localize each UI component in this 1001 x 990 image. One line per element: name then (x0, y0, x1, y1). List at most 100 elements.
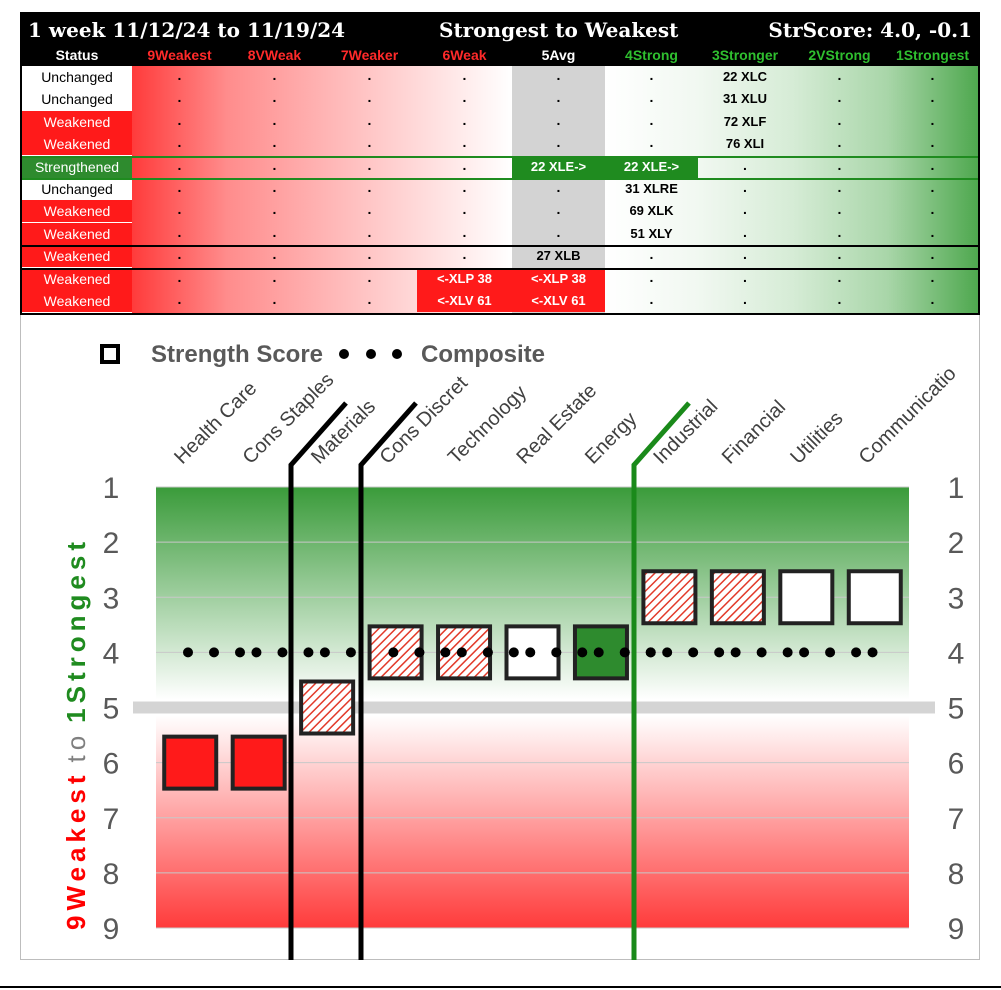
composite-dot (867, 647, 878, 658)
table-cell-empty: . (649, 246, 654, 262)
y-tick-right: 6 (948, 748, 965, 781)
table-cell-empty: . (743, 246, 747, 262)
table-cell-empty: . (367, 246, 372, 262)
table-cell-empty: . (177, 112, 182, 128)
composite-dot (251, 647, 262, 658)
table-cell-empty: . (556, 67, 561, 83)
row-status: Weakened (22, 268, 132, 290)
table-cell-ticker: 22 XLC (722, 69, 768, 84)
table-period-title: 1 week 11/12/24 to 11/19/24 (28, 18, 346, 42)
table-cell-empty: . (367, 179, 372, 195)
page-bottom-rule (0, 986, 1001, 988)
composite-dot (799, 647, 810, 658)
table-cell-empty: . (743, 201, 747, 217)
table-header-2: 8VWeak (247, 47, 302, 63)
table-cell-empty: . (837, 112, 842, 128)
table-cell-ticker: 69 XLK (629, 203, 674, 218)
y-axis-label: 9Weakest to 1Strongest (61, 537, 91, 930)
table-column-bg-6 (605, 66, 698, 313)
table-cell-empty: . (462, 67, 467, 83)
y-tick-left: 1 (103, 472, 120, 505)
composite-dot (209, 647, 219, 658)
table-cell-empty: . (272, 134, 277, 150)
table-cell-empty: . (837, 269, 842, 285)
category-label: Energy (581, 408, 641, 468)
composite-dot (235, 647, 245, 658)
table-cell-ticker: 27 XLB (536, 248, 581, 263)
average-band (133, 701, 935, 714)
table-cell-ticker: 31 XLU (722, 91, 768, 106)
category-label: Financial (718, 396, 790, 468)
table-header-row: Status 9Weakest 8VWeak 7Weaker 6Weak 5Avg 4Str… (22, 45, 978, 66)
table-cell-empty: . (367, 269, 372, 285)
table-cell-empty: . (930, 291, 935, 307)
table-cell-empty: . (743, 224, 747, 240)
table-cell-empty: . (649, 291, 654, 307)
table-cell-empty: . (930, 89, 935, 105)
table-column-bg-1 (132, 66, 227, 313)
table-cell-empty: . (556, 179, 561, 195)
table-header-6: 4Strong (625, 47, 678, 63)
composite-dot (730, 647, 741, 658)
table-column-bg-2 (227, 66, 322, 313)
table-cell-ticker: 51 XLY (630, 226, 673, 241)
composite-dot (183, 647, 193, 658)
table-column-bg-9 (887, 66, 978, 313)
table-cell-ticker: 76 XLI (725, 136, 765, 151)
table-group-divider (22, 178, 978, 180)
table-cell-ticker: <-XLP 38 (512, 268, 605, 290)
table-header-5: 5Avg (541, 47, 576, 63)
table-cell-empty: . (462, 89, 467, 105)
y-tick-left: 8 (103, 858, 120, 891)
table-group-divider (22, 245, 978, 247)
table-cell-empty: . (837, 201, 842, 217)
table-cell-empty: . (930, 246, 935, 262)
table-header-1: 9Weakest (147, 47, 212, 63)
table-cell-empty: . (367, 89, 372, 105)
table-cell-empty: . (649, 67, 654, 83)
table-cell-empty: . (177, 179, 182, 195)
table-header-3: 7Weaker (340, 47, 399, 63)
y-tick-right: 9 (948, 913, 965, 946)
y-label-strongest: 1Strongest (61, 537, 91, 723)
table-cell-empty: . (930, 201, 935, 217)
y-tick-right: 5 (948, 693, 965, 726)
row-status: Weakened (22, 223, 132, 245)
table-cell-empty: . (743, 291, 747, 307)
table-cell-empty: . (177, 246, 182, 262)
strength-square (641, 569, 698, 626)
strength-square (162, 734, 219, 791)
composite-dot-overlay (508, 647, 519, 658)
table-cell-empty: . (367, 157, 372, 173)
table-cell-empty: . (837, 134, 842, 150)
y-tick-right: 3 (948, 582, 965, 615)
table-sort-title: Strongest to Weakest (439, 18, 679, 42)
table-cell-empty: . (272, 157, 277, 173)
y-label-weakest: 9Weakest (61, 771, 91, 931)
legend-strength-label: Strength Score (151, 341, 323, 368)
table-column-bg-3 (322, 66, 417, 313)
table-cell-empty: . (272, 201, 277, 217)
table-cell-empty: . (367, 67, 372, 83)
table-cell-ticker: <-XLV 61 (512, 290, 605, 312)
table-group-divider (22, 156, 978, 158)
strength-square (230, 734, 287, 791)
strength-square (299, 679, 356, 736)
table-header-9: 1Strongest (895, 47, 970, 63)
table-cell-empty: . (930, 67, 935, 83)
y-tick-right: 1 (948, 472, 965, 505)
table-cell-empty: . (462, 201, 467, 217)
table-cell-empty: . (177, 134, 182, 150)
table-cell-empty: . (272, 179, 277, 195)
y-tick-right: 2 (948, 527, 965, 560)
table-cell-empty: . (930, 157, 935, 173)
table-cell-ticker: 22 XLE-> (605, 156, 698, 178)
table-cell-empty: . (272, 112, 277, 128)
table-cell-empty: . (272, 89, 277, 105)
composite-dot-overlay (525, 647, 536, 658)
table-cell-ticker: <-XLV 61 (417, 290, 512, 312)
group-divider (631, 401, 691, 960)
y-tick-right: 7 (948, 803, 965, 836)
legend-dot (366, 349, 376, 359)
